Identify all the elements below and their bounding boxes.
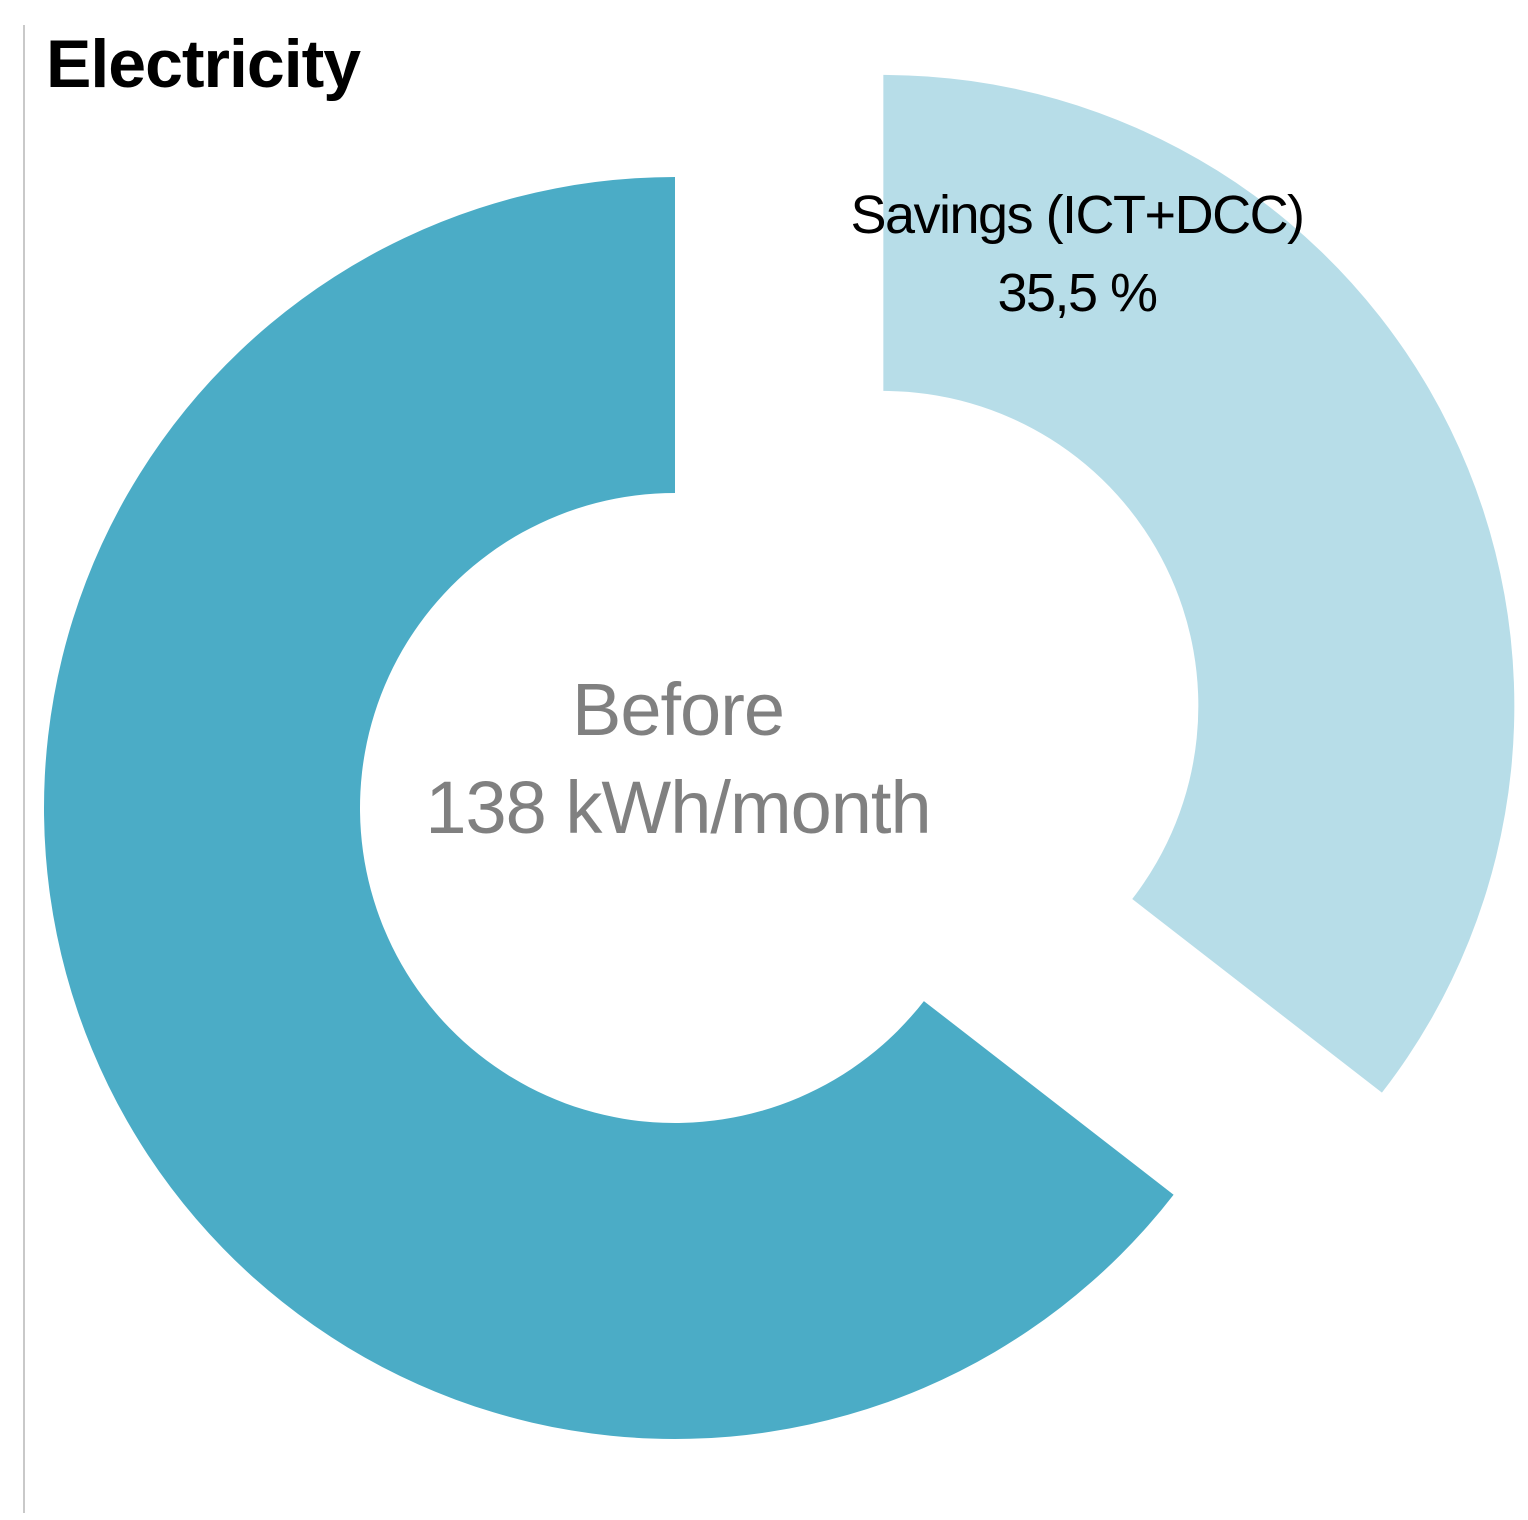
savings-slice-label-name: Savings (ICT+DCC) <box>850 185 1305 245</box>
center-label-value: 138 kWh/month <box>425 766 931 849</box>
savings-slice-label-value: 35,5 % <box>997 263 1158 323</box>
chart-title: Electricity <box>46 26 361 102</box>
donut-center-label: Before 138 kWh/month <box>425 661 931 857</box>
savings-slice-label: Savings (ICT+DCC) 35,5 % <box>850 176 1305 332</box>
left-border-line <box>23 25 25 1513</box>
donut-slice-before <box>44 177 1174 1439</box>
center-label-category: Before <box>571 668 785 751</box>
donut-slice-savings-ict-dcc <box>883 74 1515 1093</box>
